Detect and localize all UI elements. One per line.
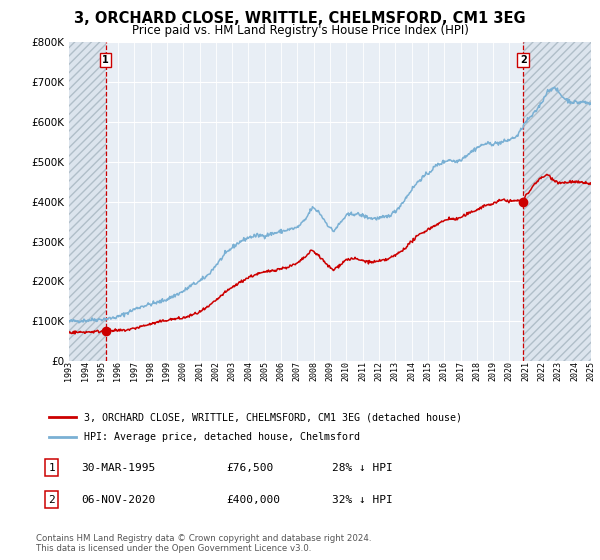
Text: 2015: 2015 bbox=[424, 361, 433, 381]
Text: 2020: 2020 bbox=[505, 361, 514, 381]
Text: 2022: 2022 bbox=[538, 361, 547, 381]
Text: 2004: 2004 bbox=[244, 361, 253, 381]
Text: 2025: 2025 bbox=[587, 361, 595, 381]
Text: £400,000: £400,000 bbox=[226, 494, 280, 505]
Text: 06-NOV-2020: 06-NOV-2020 bbox=[81, 494, 155, 505]
Text: 2023: 2023 bbox=[554, 361, 563, 381]
Text: 2019: 2019 bbox=[488, 361, 497, 381]
Text: 2001: 2001 bbox=[195, 361, 204, 381]
Text: HPI: Average price, detached house, Chelmsford: HPI: Average price, detached house, Chel… bbox=[83, 432, 359, 442]
Text: 28% ↓ HPI: 28% ↓ HPI bbox=[332, 463, 392, 473]
Text: 2: 2 bbox=[49, 494, 55, 505]
Text: 3, ORCHARD CLOSE, WRITTLE, CHELMSFORD, CM1 3EG: 3, ORCHARD CLOSE, WRITTLE, CHELMSFORD, C… bbox=[74, 11, 526, 26]
Text: 30-MAR-1995: 30-MAR-1995 bbox=[81, 463, 155, 473]
Text: 2016: 2016 bbox=[440, 361, 449, 381]
Text: Price paid vs. HM Land Registry's House Price Index (HPI): Price paid vs. HM Land Registry's House … bbox=[131, 24, 469, 37]
Text: 2003: 2003 bbox=[227, 361, 236, 381]
Text: 2: 2 bbox=[520, 55, 527, 65]
Text: 32% ↓ HPI: 32% ↓ HPI bbox=[332, 494, 392, 505]
Text: 2005: 2005 bbox=[260, 361, 269, 381]
Text: 2009: 2009 bbox=[325, 361, 335, 381]
Text: 1993: 1993 bbox=[65, 361, 74, 381]
Text: 2012: 2012 bbox=[374, 361, 383, 381]
Text: £76,500: £76,500 bbox=[226, 463, 274, 473]
Text: 2007: 2007 bbox=[293, 361, 302, 381]
Text: Contains HM Land Registry data © Crown copyright and database right 2024.
This d: Contains HM Land Registry data © Crown c… bbox=[36, 534, 371, 553]
Text: 2008: 2008 bbox=[309, 361, 318, 381]
Text: 2000: 2000 bbox=[179, 361, 188, 381]
Bar bbox=[523, 42, 591, 361]
Text: 1: 1 bbox=[102, 55, 109, 65]
Text: 3, ORCHARD CLOSE, WRITTLE, CHELMSFORD, CM1 3EG (detached house): 3, ORCHARD CLOSE, WRITTLE, CHELMSFORD, C… bbox=[83, 412, 461, 422]
Text: 1994: 1994 bbox=[81, 361, 90, 381]
Bar bbox=[523, 42, 591, 361]
Text: 2010: 2010 bbox=[342, 361, 351, 381]
Text: 1995: 1995 bbox=[97, 361, 106, 381]
Text: 1996: 1996 bbox=[113, 361, 122, 381]
Bar bbox=[69, 42, 106, 361]
Bar bbox=[69, 42, 106, 361]
Text: 2013: 2013 bbox=[391, 361, 400, 381]
Text: 2017: 2017 bbox=[456, 361, 465, 381]
Text: 2018: 2018 bbox=[472, 361, 481, 381]
Text: 2024: 2024 bbox=[570, 361, 579, 381]
Text: 2011: 2011 bbox=[358, 361, 367, 381]
Text: 1998: 1998 bbox=[146, 361, 155, 381]
Text: 1999: 1999 bbox=[163, 361, 172, 381]
Text: 2002: 2002 bbox=[211, 361, 220, 381]
Text: 1997: 1997 bbox=[130, 361, 139, 381]
Text: 2014: 2014 bbox=[407, 361, 416, 381]
Text: 1: 1 bbox=[49, 463, 55, 473]
Text: 2021: 2021 bbox=[521, 361, 530, 381]
Text: 2006: 2006 bbox=[277, 361, 286, 381]
